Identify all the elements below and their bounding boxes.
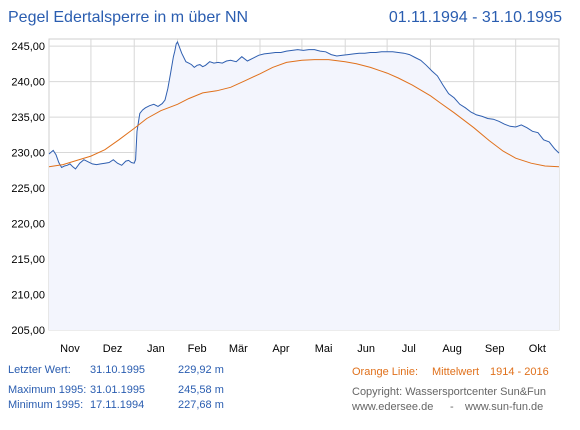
y-tick-label: 205,00 [11, 325, 45, 337]
min-label: Minimum 1995: [8, 399, 84, 411]
last-value-date: 31.10.1995 [90, 364, 146, 376]
max-label: Maximum 1995: [8, 384, 87, 396]
water-level-chart: 205,00 210,00 215,00 220,00 225,00 230,00 235,… [11, 38, 560, 355]
y-tick-label: 230,00 [11, 148, 45, 160]
min-date: 17.11.1994 [90, 399, 145, 411]
y-axis: 205,00 210,00 215,00 220,00 225,00 230,00 235,… [11, 41, 45, 337]
x-tick-label: Mär [229, 343, 248, 355]
x-axis: Nov Dez Jan Feb Mär Apr Mai Jun Jul Aug Sep Okt [60, 343, 546, 355]
y-tick-label: 210,00 [11, 290, 45, 302]
x-tick-label: Okt [529, 343, 546, 355]
last-value: 229,92 m [178, 364, 224, 376]
site-separator: - [450, 401, 454, 413]
y-tick-label: 225,00 [11, 183, 45, 195]
min-value: 227,68 m [178, 399, 224, 411]
site-link-sunfun[interactable]: www.sun-fun.de [465, 401, 544, 413]
x-tick-label: Sep [485, 343, 505, 355]
legend-mean-years: 1914 - 2016 [490, 366, 549, 378]
site-link-edersee[interactable]: www.edersee.de [352, 401, 434, 413]
legend-mean-label: Mittelwert [432, 366, 480, 378]
copyright-text: Copyright: Wassersportcenter Sun&Fun [352, 386, 547, 398]
legend-orange-label: Orange Linie: [352, 366, 419, 378]
max-date: 31.01.1995 [90, 384, 146, 396]
x-tick-label: Dez [103, 343, 123, 355]
x-tick-label: Aug [442, 343, 462, 355]
series-lines [48, 40, 560, 170]
last-value-label: Letzter Wert: [8, 364, 71, 376]
max-value: 245,58 m [178, 384, 224, 396]
y-tick-label: 235,00 [11, 112, 45, 124]
level-fill [49, 42, 559, 330]
y-tick-label: 240,00 [11, 77, 45, 89]
x-tick-label: Jun [357, 343, 375, 355]
y-tick-label: 245,00 [11, 41, 45, 53]
mean-line [48, 59, 560, 168]
x-tick-label: Jul [402, 343, 416, 355]
x-tick-label: Mai [315, 343, 333, 355]
level-area [49, 42, 559, 330]
date-range: 01.11.1994 - 31.10.1995 [388, 9, 562, 26]
x-tick-label: Nov [60, 343, 80, 355]
level-line [48, 40, 560, 170]
y-tick-label: 220,00 [11, 219, 45, 231]
chart-title: Pegel Edertalsperre in m über NN [8, 9, 249, 26]
x-tick-label: Apr [272, 343, 289, 355]
x-tick-label: Feb [188, 343, 207, 355]
y-tick-label: 215,00 [11, 254, 45, 266]
x-tick-label: Jan [147, 343, 165, 355]
